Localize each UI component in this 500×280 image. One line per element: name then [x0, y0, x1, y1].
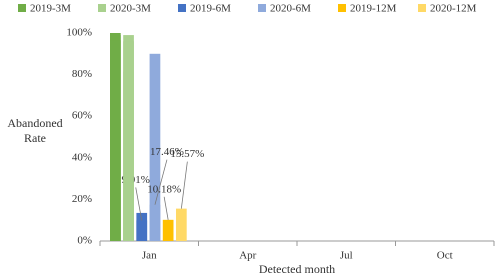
bar — [149, 53, 161, 241]
legend-swatch — [258, 4, 266, 12]
y-tick-label: 60% — [72, 110, 92, 122]
y-axis-title: Abandoned Rate — [7, 116, 63, 145]
label-leader — [180, 161, 188, 209]
y-tick-label: 80% — [72, 68, 92, 80]
legend-label: 2020-3M — [110, 3, 151, 15]
y-tick-label: 20% — [72, 193, 92, 205]
legend-swatch — [98, 4, 106, 12]
legend-label: 2020-6M — [270, 3, 311, 15]
label-leader — [163, 196, 169, 220]
bar — [162, 219, 174, 241]
legend-swatch — [178, 4, 186, 12]
label-leader — [135, 187, 143, 221]
data-label: 10.18% — [147, 183, 181, 195]
legend-label: 2019-3M — [30, 3, 71, 15]
legend-swatch — [18, 4, 26, 12]
x-tick-label: Apr — [239, 250, 256, 262]
bar — [136, 220, 148, 241]
x-tick-label: Jan — [142, 250, 157, 262]
y-tick-label: 40% — [72, 151, 92, 163]
legend-label: 2020-12M — [430, 3, 477, 15]
bar — [176, 208, 187, 241]
legend-label: 2019-6M — [190, 3, 231, 15]
legend-swatch — [338, 4, 346, 12]
x-tick-label: Jul — [340, 250, 353, 262]
data-label: 15.57% — [170, 148, 204, 160]
bar — [110, 40, 121, 241]
y-tick-label: 100% — [66, 27, 92, 39]
bar — [149, 204, 161, 241]
x-tick-label: Oct — [437, 250, 453, 262]
y-tick-label: 0% — [77, 235, 92, 247]
label-leader — [154, 159, 168, 205]
legend-swatch — [418, 4, 426, 12]
bar — [123, 41, 134, 241]
x-axis-title: Detected month — [259, 262, 335, 276]
data-label: 17.46% — [150, 146, 184, 158]
legend-label: 2019-12M — [350, 3, 397, 15]
